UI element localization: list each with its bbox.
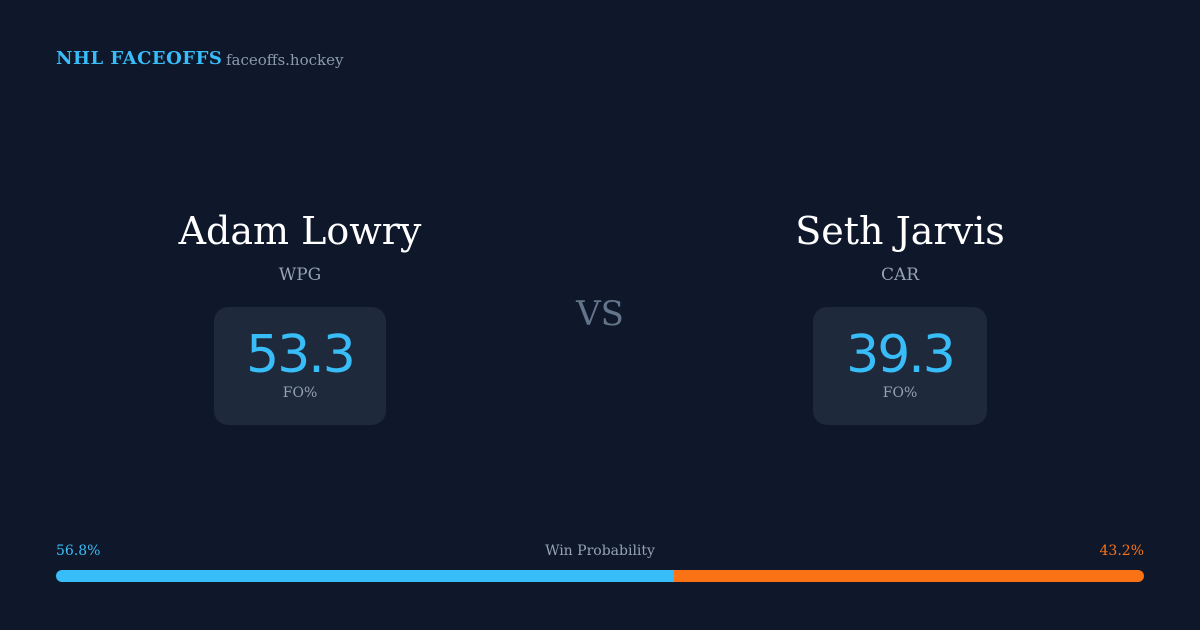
win-prob-bar (56, 570, 1144, 582)
fo-label: FO% (882, 385, 918, 401)
fo-value: 39.3 (846, 325, 956, 385)
fo-value: 53.3 (246, 325, 356, 385)
player-card: Adam Lowry WPG 53.3 FO% (50, 205, 550, 425)
brand: NHL FACEOFFS (56, 48, 223, 69)
player-team: CAR (880, 265, 920, 285)
win-prob-title: Win Probability (545, 543, 655, 559)
vs: VS (576, 294, 624, 334)
player-name: Seth Jarvis (795, 209, 1005, 253)
bar-segment (56, 570, 674, 582)
player-name: Adam Lowry (178, 209, 422, 253)
stat-box: 39.3 FO% (813, 307, 987, 425)
win-prob-label: 56.8% (56, 543, 101, 559)
player-team: WPG (278, 265, 322, 285)
site-url: faceoffs.hockey (226, 51, 344, 69)
bar-segment (673, 570, 1144, 582)
win-prob-label: 43.2% (1099, 543, 1144, 559)
stat-box: 53.3 FO% (214, 307, 386, 425)
player-card: Seth Jarvis CAR 39.3 FO% (650, 205, 1150, 425)
fo-label: FO% (282, 385, 318, 401)
